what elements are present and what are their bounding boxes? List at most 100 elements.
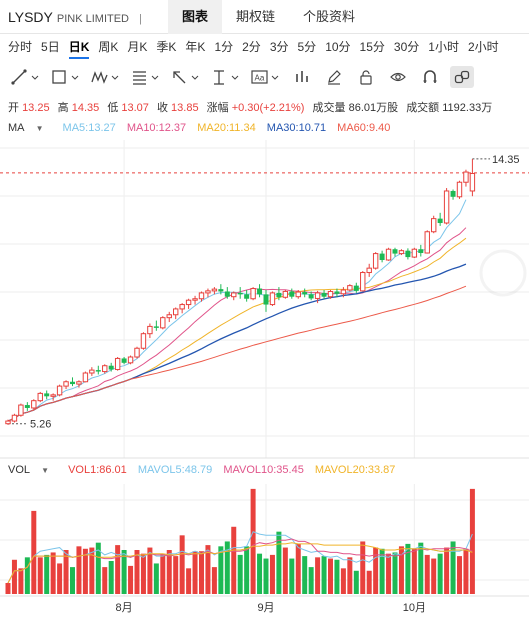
measure-tool-button[interactable] [290, 66, 314, 88]
wave-tool-button[interactable] [90, 66, 122, 88]
period-daily[interactable]: 日K [68, 35, 89, 59]
tab-chart[interactable]: 图表 [168, 0, 223, 34]
period-30min[interactable]: 30分 [393, 40, 420, 54]
period-5day[interactable]: 5日 [41, 40, 60, 54]
drawing-toolbar: Aa [0, 62, 529, 92]
period-weekly[interactable]: 周K [98, 40, 119, 54]
volume-bar [360, 541, 366, 594]
candle-body [411, 248, 418, 258]
ma-indicator-label[interactable]: MA ▼ [8, 122, 44, 134]
ma30-legend: MA30:10.71 [266, 122, 327, 134]
text-tool-button[interactable]: Aa [250, 66, 282, 88]
volume-bar [199, 551, 204, 594]
volume-bar [373, 547, 379, 594]
volume-bar [102, 567, 108, 594]
candle-body [276, 292, 282, 298]
period-1hour[interactable]: 1小时 [428, 40, 459, 54]
period-15min[interactable]: 15分 [359, 40, 385, 54]
open-value: 13.25 [22, 102, 50, 114]
candle-body [166, 314, 172, 319]
candle-body [231, 292, 237, 298]
volume-bar [444, 547, 450, 594]
candle-body [185, 299, 192, 306]
candle-body [44, 393, 50, 397]
high-label: 高 [57, 102, 69, 114]
candle-body [18, 404, 24, 416]
vertical-line-tool-button[interactable] [210, 66, 242, 88]
period-quarterly[interactable]: 季K [156, 40, 177, 54]
tab-options-chain[interactable]: 期权链 [236, 9, 276, 24]
volume-bar [18, 568, 24, 594]
volume-bar [11, 559, 17, 594]
period-2hour[interactable]: 2小时 [467, 40, 499, 54]
candle-body [263, 294, 269, 305]
volume-bar [231, 526, 237, 594]
ma10-line [7, 227, 467, 422]
period-5min[interactable]: 5分 [297, 40, 317, 54]
volume-bar [263, 558, 269, 594]
volume-bar [411, 548, 417, 594]
period-1min[interactable]: 1分 [214, 40, 234, 54]
volume-bar [398, 546, 404, 594]
ma60-legend: MA60:9.40 [337, 122, 391, 134]
candle-body [147, 325, 153, 335]
candle-body [340, 289, 347, 295]
lock-button[interactable] [354, 66, 378, 88]
volume-bar [392, 552, 398, 594]
volume-bar [353, 570, 359, 594]
eye-icon [390, 72, 406, 82]
candle-body [443, 190, 450, 224]
candle-body [334, 291, 340, 294]
ticker-name: PINK LIMITED [56, 13, 129, 25]
period-3min[interactable]: 3分 [269, 40, 289, 54]
vol-legend[interactable]: VOL ▼ VOL1:86.01 MAVOL5:48.79 MAVOL10:35… [8, 464, 403, 476]
volume-bar [134, 550, 140, 594]
link-button[interactable] [450, 66, 474, 88]
period-monthly[interactable]: 月K [127, 40, 148, 54]
rectangle-tool-icon [52, 70, 79, 84]
candle-body [385, 248, 392, 261]
mavol20-line [7, 542, 473, 584]
candle-body [211, 288, 218, 292]
candle-body [121, 358, 127, 363]
pen-button[interactable] [322, 66, 346, 88]
candle-body [431, 218, 437, 233]
period-yearly[interactable]: 年K [185, 40, 206, 54]
volume-bar [31, 510, 37, 594]
volume-bar [257, 553, 263, 594]
candle-body [192, 298, 198, 301]
vol-indicator-label[interactable]: VOL ▼ [8, 464, 49, 476]
line-tool-button[interactable] [10, 66, 42, 88]
volume-bar [244, 546, 250, 594]
period-2min[interactable]: 2分 [242, 40, 261, 54]
period-10min[interactable]: 10分 [325, 40, 351, 54]
text-tool-icon: Aa [251, 70, 279, 84]
magnet-button[interactable] [418, 66, 442, 88]
ma-legend[interactable]: MA ▼ MA5:13.27 MA10:12.37 MA20:11.34 MA3… [8, 122, 398, 134]
volume-bar [95, 542, 101, 594]
volume-bar [405, 543, 411, 594]
period-intraday[interactable]: 分时 [8, 40, 33, 54]
volume-bar [224, 541, 230, 594]
vol1-legend: VOL1:86.01 [68, 464, 127, 476]
candle-body [31, 400, 37, 409]
period-selector: 分时 5日 日K 周K 月K 季K 年K 1分 2分 3分 5分 10分 15分… [0, 35, 529, 59]
volume-bar [334, 559, 340, 594]
volume-bar [211, 567, 217, 594]
volume-bar [147, 547, 153, 594]
mavol5-legend: MAVOL5:48.79 [137, 464, 213, 476]
volume-bar [340, 568, 346, 594]
volume-bar [289, 558, 295, 594]
arrow-tool-button[interactable] [170, 66, 202, 88]
vertical-line-tool-icon [214, 70, 239, 85]
ma20-line [7, 237, 467, 422]
rectangle-tool-button[interactable] [50, 66, 82, 88]
visibility-button[interactable] [386, 66, 410, 88]
tab-profile[interactable]: 个股资料 [303, 9, 356, 24]
fibonacci-tool-button[interactable] [130, 66, 162, 88]
candle-body [224, 291, 230, 297]
candle-body [198, 292, 205, 300]
volume-label: 成交量 [312, 102, 346, 114]
candle-body [160, 317, 166, 329]
